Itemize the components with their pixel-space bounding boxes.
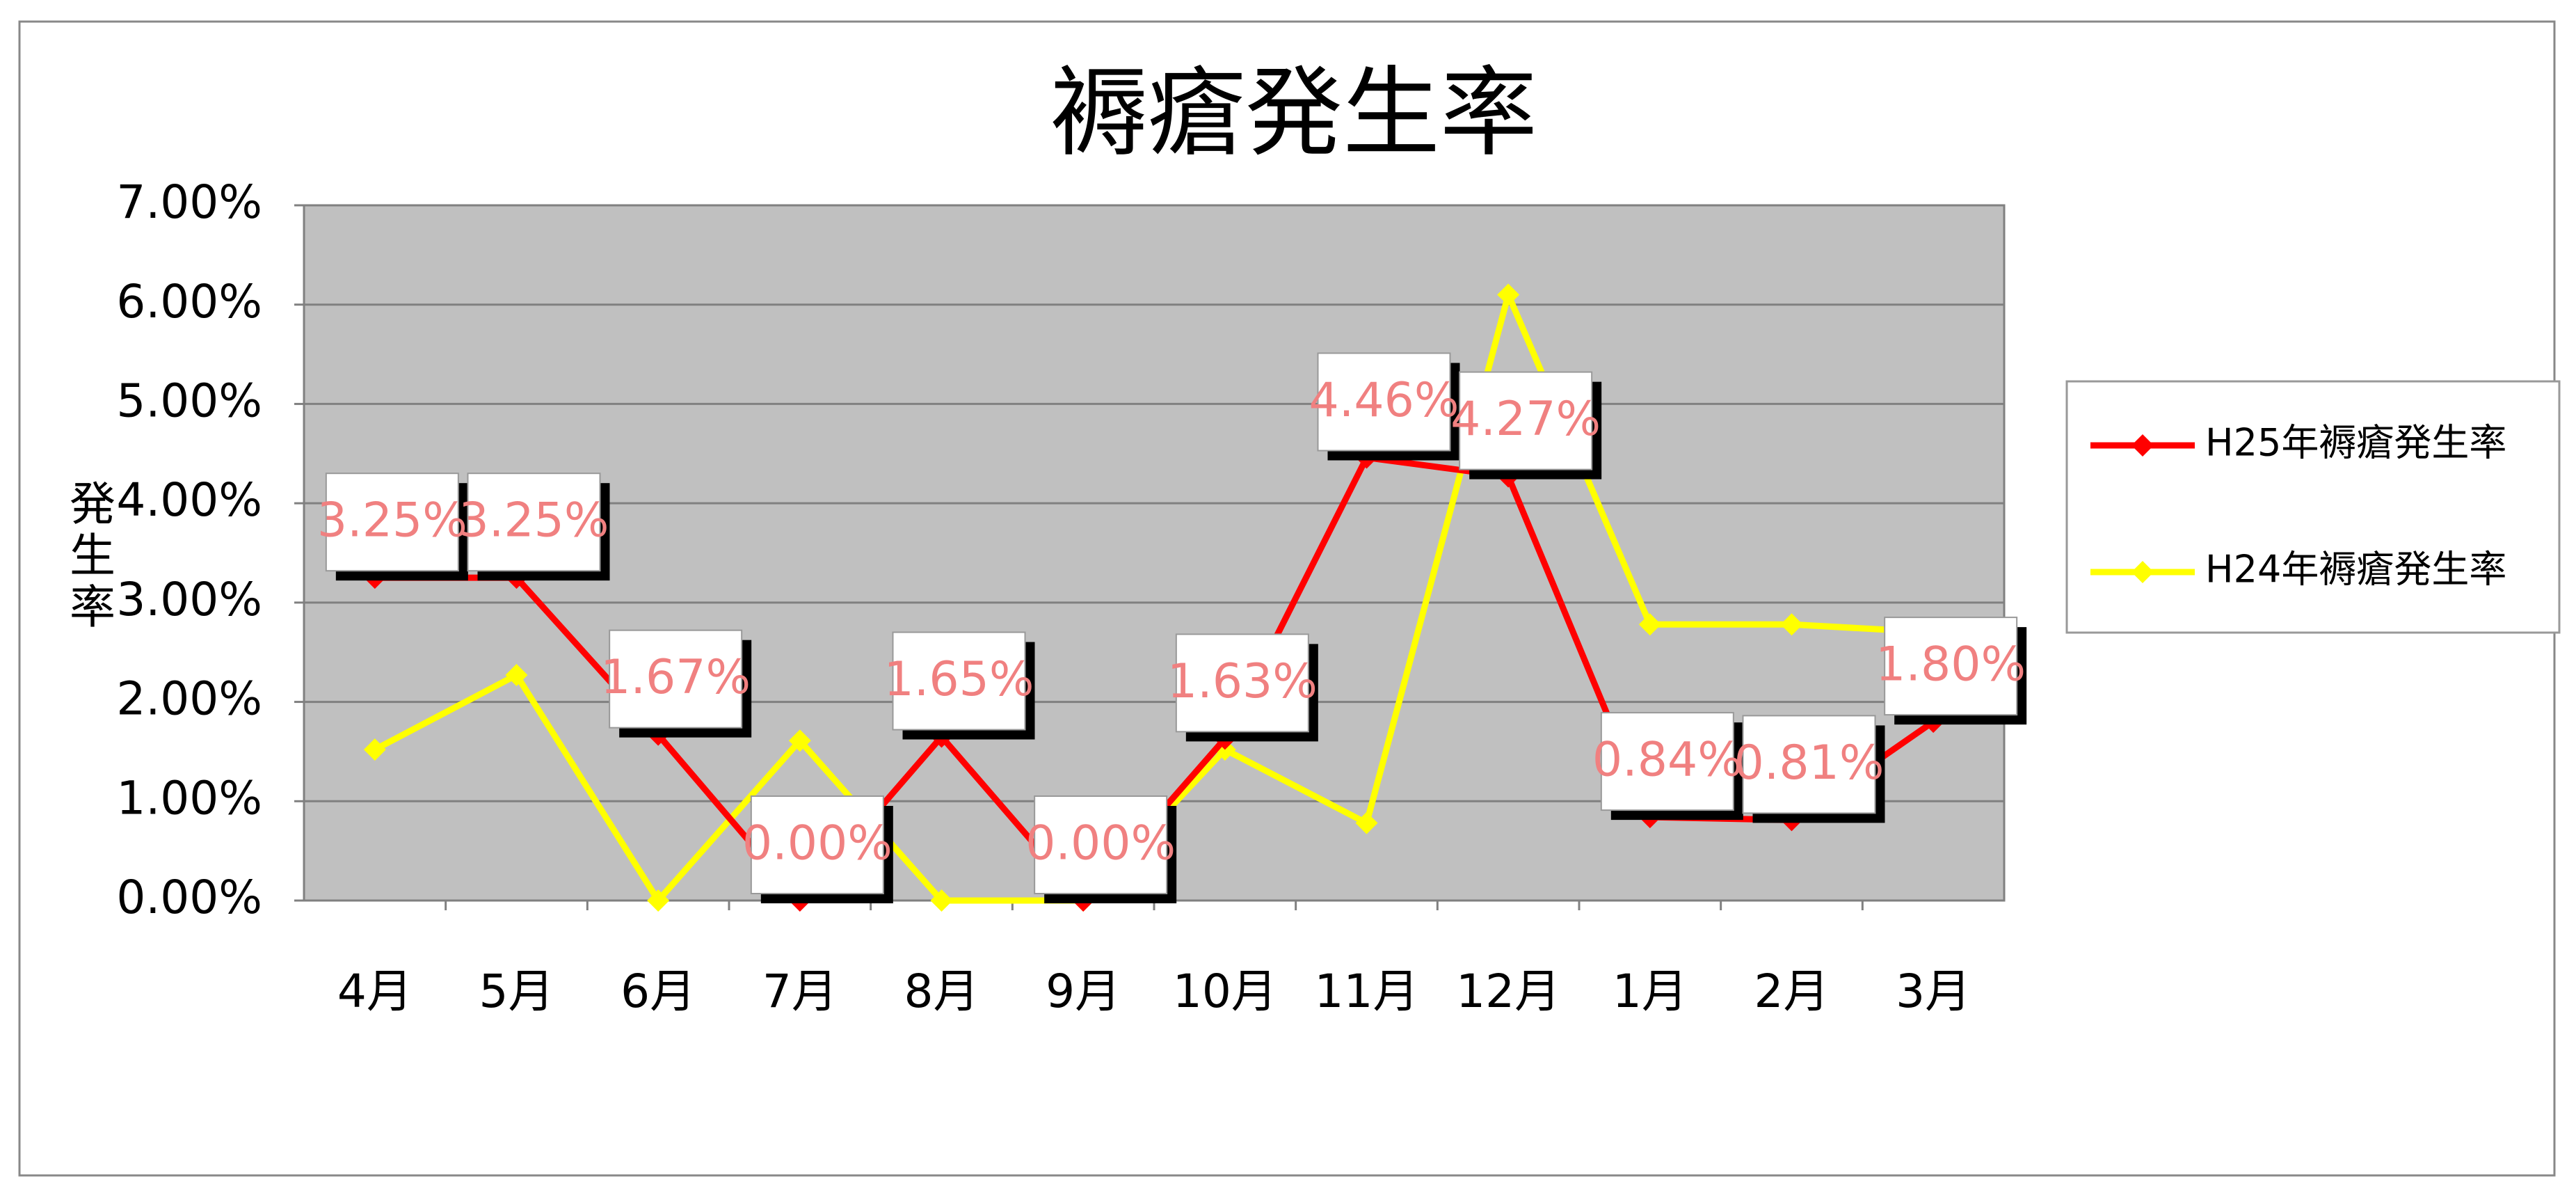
data-label: 4.27% <box>1450 392 1601 447</box>
data-label: 0.81% <box>1734 736 1884 791</box>
data-label: 1.80% <box>1875 637 2026 692</box>
point-marker <box>1780 613 1803 636</box>
point-marker <box>788 729 811 752</box>
data-label: 1.65% <box>883 652 1034 707</box>
y-tick-label: 0.00% <box>116 871 262 924</box>
data-label: 3.25% <box>317 493 467 548</box>
point-marker <box>1497 283 1520 306</box>
x-tick-label: 6月 <box>621 965 696 1018</box>
label-box <box>1175 633 1309 733</box>
y-tick-label: 7.00% <box>116 175 262 229</box>
chart-title: 褥瘡発生率 <box>1050 57 1537 171</box>
point-marker <box>1355 811 1378 834</box>
data-label: 0.00% <box>1025 816 1176 871</box>
legend-label: H25年褥瘡発生率 <box>2205 421 2506 465</box>
data-label: 4.46% <box>1309 373 1459 428</box>
legend <box>2065 380 2561 634</box>
label-box <box>1317 352 1451 452</box>
label-box <box>1600 712 1734 811</box>
label-box <box>325 473 459 572</box>
x-tick-label: 5月 <box>479 965 554 1018</box>
x-tick-label: 11月 <box>1315 965 1419 1018</box>
label-box <box>892 631 1026 731</box>
x-tick-label: 8月 <box>904 965 979 1018</box>
point-marker <box>930 889 953 912</box>
x-tick-label: 3月 <box>1896 965 1971 1018</box>
label-box <box>609 629 743 729</box>
legend-marker <box>2131 561 2154 583</box>
point-marker <box>505 664 528 687</box>
y-tick-label: 1.00% <box>116 771 262 825</box>
y-axis-label: 発生率 <box>62 479 115 634</box>
data-label: 1.67% <box>600 650 751 705</box>
y-tick-label: 2.00% <box>116 672 262 726</box>
y-tick-label: 4.00% <box>116 473 262 527</box>
legend-label: H24年褥瘡発生率 <box>2205 548 2506 592</box>
x-tick-label: 7月 <box>762 965 838 1018</box>
point-marker <box>363 738 386 761</box>
label-box <box>467 473 601 572</box>
label-box <box>1034 795 1168 894</box>
data-label: 0.84% <box>1592 733 1743 788</box>
data-label: 3.25% <box>458 493 609 548</box>
y-tick-label: 3.00% <box>116 573 262 626</box>
y-tick-label: 5.00% <box>116 374 262 427</box>
legend-marker <box>2131 434 2154 457</box>
x-tick-label: 12月 <box>1456 965 1560 1018</box>
data-label: 1.63% <box>1167 654 1318 709</box>
x-tick-label: 4月 <box>337 965 413 1018</box>
data-label: 0.00% <box>742 816 893 871</box>
label-box <box>750 795 884 894</box>
x-tick-label: 1月 <box>1613 965 1688 1018</box>
point-marker <box>1638 613 1661 636</box>
label-box <box>1459 371 1593 470</box>
label-box <box>1884 617 2018 716</box>
label-box <box>1742 715 1876 814</box>
x-tick-label: 9月 <box>1046 965 1121 1018</box>
x-tick-label: 10月 <box>1173 965 1277 1018</box>
point-marker <box>647 889 670 912</box>
x-tick-label: 2月 <box>1754 965 1830 1018</box>
y-tick-label: 6.00% <box>116 275 262 328</box>
